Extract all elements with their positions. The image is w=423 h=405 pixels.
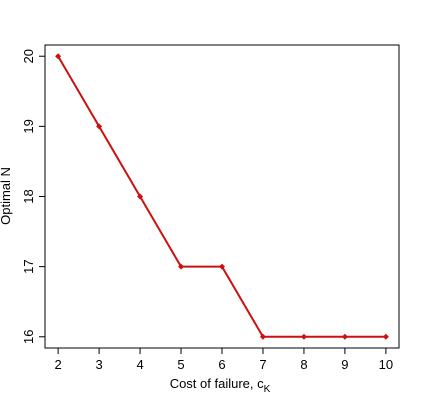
point (96, 123, 103, 130)
point (382, 333, 389, 340)
point (259, 333, 266, 340)
y-tick-label: 20 (21, 49, 36, 63)
line (57, 55, 386, 338)
point (55, 53, 62, 60)
x-tick-label: 3 (95, 357, 102, 372)
x-tick-label: 10 (379, 357, 393, 372)
point (341, 333, 348, 340)
y-tick-label: 17 (21, 259, 36, 273)
x-tick-label: 6 (218, 357, 225, 372)
y-tick-label: 16 (21, 330, 36, 344)
x-axis-label-text: Cost of failure, c (170, 376, 264, 391)
point (178, 263, 185, 270)
x-tick-label: 9 (341, 357, 348, 372)
plot-frame (44, 44, 400, 349)
x-tick-label: 2 (54, 357, 61, 372)
x-tick-label: 8 (300, 357, 307, 372)
y-axis-label: Optimal N (0, 167, 13, 225)
x-tick-label: 4 (136, 357, 143, 372)
x-tick-label: 7 (259, 357, 266, 372)
point (300, 333, 307, 340)
y-tick-label: 18 (21, 189, 36, 203)
y-tick-label: 19 (21, 119, 36, 133)
point (137, 193, 144, 200)
x-axis-label: Cost of failure, cK (170, 376, 271, 395)
x-tick-label: 5 (177, 357, 184, 372)
x-axis-label-subscript: K (264, 384, 271, 395)
point (219, 263, 225, 270)
